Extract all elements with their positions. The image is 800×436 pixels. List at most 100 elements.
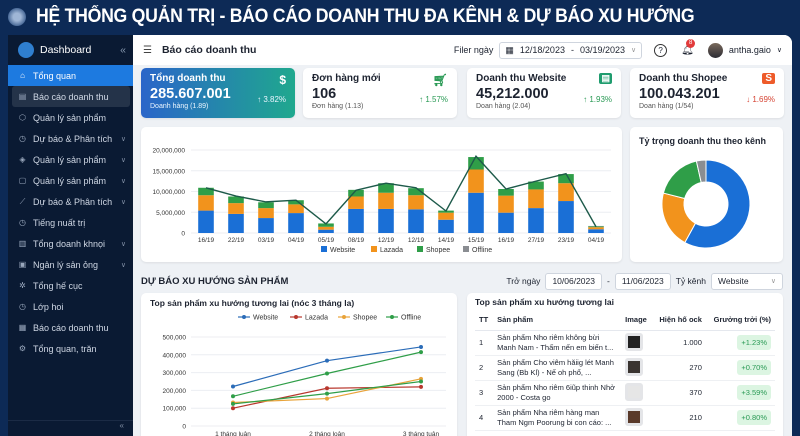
column-header[interactable]: TT: [475, 310, 494, 331]
column-header[interactable]: Image: [621, 310, 653, 331]
bar-segment-lazada: [528, 189, 544, 209]
bar-segment-lazada: [558, 183, 574, 202]
sidebar-item[interactable]: ◷ Dự báo & Phân tích ∨: [8, 128, 134, 149]
kpi-label: Tổng doanh thu: [150, 73, 226, 84]
kpi-sub: Doan hàng (2.04): [476, 103, 531, 110]
date-separator: -: [570, 45, 574, 55]
sidebar-item[interactable]: ✲ Tổng hế cục: [8, 275, 134, 296]
x-tick-label: 04/19: [588, 237, 605, 244]
legend-label: Website: [330, 247, 355, 254]
chevron-down-icon[interactable]: ∨: [776, 47, 782, 54]
product-name: Sản phẩm Nho riêm không bừi Manh Nam - T…: [493, 330, 622, 356]
column-header[interactable]: Hiện hố ock: [652, 310, 706, 331]
chevron-down-icon: ∨: [120, 135, 126, 143]
bar-segment-lazada: [258, 208, 274, 219]
sidebar-item[interactable]: ◷ Lớp hoi: [8, 296, 134, 317]
bar-segment-website: [258, 218, 274, 233]
column-header[interactable]: Sản phẩm: [493, 310, 622, 331]
top-products-table: TT Sản phẩm Image Hiện hố ock Grưởng trởi (%…: [475, 310, 775, 431]
date-range-picker[interactable]: ▦ 12/18/2023 - 03/19/2023 ∨: [499, 41, 643, 59]
bar-segment-shopee: [498, 189, 514, 196]
y-tick-label: 5,000,000: [156, 210, 185, 217]
data-point: [419, 379, 423, 384]
kpi-change: ↑ 1.93%: [583, 95, 612, 104]
chevron-down-icon: ∨: [120, 177, 126, 185]
bar-segment-website: [468, 192, 484, 233]
chevron-down-icon: ∨: [770, 278, 776, 285]
sidebar-item[interactable]: ◈ Quản lý sản phẩm ∨: [8, 149, 134, 170]
revenue-bar-chart: 0 5,000,000 10,000,000 15,000,000 20,000,000…: [152, 148, 611, 254]
x-tick-label: 04/19: [288, 237, 305, 244]
sidebar-item[interactable]: ▥ Tổng doanh khnọi ∨: [8, 233, 134, 254]
sidebar-item[interactable]: ▢ Quản lý sản phẩm ∨: [8, 170, 134, 191]
bar-segment-shopee: [198, 187, 214, 196]
kpi-sub: Đơn hàng (1.13): [312, 103, 364, 110]
bar-segment-website: [318, 229, 334, 233]
y-tick-label: 20,000,000: [152, 148, 185, 155]
to-date-input[interactable]: 11/06/2023: [614, 272, 671, 290]
channel-donut-chart: [661, 159, 751, 249]
x-tick-label: 23/19: [558, 237, 575, 244]
y-tick-label: 400,000: [163, 352, 187, 359]
forecast-title: DỰ BÁO XU HƯỚNG SẢN PHẨM: [141, 275, 289, 287]
menu-icon[interactable]: ☰: [143, 44, 152, 56]
help-icon[interactable]: ?: [654, 43, 668, 57]
bar-segment-website: [348, 208, 364, 233]
kpi-label: Đơn hàng mới: [312, 73, 381, 84]
total-line: [205, 155, 597, 228]
gear-icon: ⚙: [18, 344, 27, 353]
sidebar-item-label: Dự báo & Phân tích: [33, 196, 113, 207]
y-tick-label: 300,000: [163, 370, 187, 377]
sidebar-item-label: Tổng hế cục: [33, 280, 83, 291]
sidebar-item[interactable]: ◷ Tiếng nuất trị: [8, 212, 134, 233]
sidebar-item[interactable]: ▦ Báo cáo doanh thu: [8, 317, 134, 338]
app-banner: HỆ THỐNG QUẢN TRỊ - BÁO CÁO DOANH THU ĐA…: [0, 0, 800, 34]
legend-swatch: [321, 246, 327, 252]
sidebar-item[interactable]: ⟋ Dự báo & Phân tích ∨: [8, 191, 134, 212]
column-header[interactable]: Grưởng trởi (%): [705, 310, 775, 331]
collapse-sidebar-icon[interactable]: «: [120, 44, 126, 56]
from-date-input[interactable]: 10/06/2023: [545, 272, 602, 290]
sidebar-item[interactable]: ⌂ Tổng quan: [8, 65, 134, 86]
table-row[interactable]: 4 Sản phẩm Nha riêm hàng man Tham Ngm Po…: [475, 405, 775, 431]
sidebar-item[interactable]: ⚙ Tổng quan, trăn: [8, 338, 134, 359]
stock: 1.000: [652, 330, 706, 356]
kpi-label: Doanh thu Shopee: [639, 73, 728, 84]
bag-icon: ▢: [18, 176, 27, 185]
legend-swatch: [417, 246, 423, 252]
y-tick-label: 15,000,000: [152, 168, 185, 175]
table-row[interactable]: 2 Sản phẩm Cho viêm hăiig lét Manh Sang …: [475, 355, 775, 381]
bar-segment-website: [588, 229, 604, 233]
bar-segment-lazada: [228, 203, 244, 214]
bell-icon[interactable]: 🔔︎ 8: [681, 38, 696, 56]
channel-select[interactable]: Website ∨: [711, 272, 783, 290]
clock-icon: ◷: [19, 218, 26, 227]
growth-badge: +1.23%: [737, 335, 771, 350]
table-row[interactable]: 1 Sản phẩm Nho riêm không bừi Manh Nam -…: [475, 330, 775, 356]
sidebar: Dashboard « ⌂ Tổng quan ▤ Báo cáo doanh thu…: [8, 35, 134, 436]
x-tick-label: 27/19: [528, 237, 545, 244]
data-point: [325, 396, 329, 401]
legend-marker: [342, 315, 346, 319]
bar-segment-website: [198, 210, 214, 233]
legend-label: Offline: [401, 315, 421, 322]
legend-swatch: [463, 246, 469, 252]
sidebar-item[interactable]: ▣ Ngản lý sản ỏng ∨: [8, 254, 134, 275]
x-tick-label: 22/19: [228, 237, 245, 244]
top-bar: ☰ Báo cáo doanh thu Filer ngày ▦ 12/18/2…: [133, 35, 792, 65]
kpi-card: Đơn hàng mới 106 Đơn hàng (1.13) 🛒︎ ↑ 1.…: [303, 68, 457, 118]
sidebar-collapse-footer[interactable]: «: [8, 420, 134, 436]
stock: 210: [652, 405, 706, 431]
channel-share-card: Tỷ trọng doanh thu theo kênh: [630, 127, 783, 262]
sidebar-item[interactable]: ▤ Báo cáo doanh thu: [12, 86, 130, 107]
kpi-value: 106: [312, 86, 337, 102]
legend-swatch: [371, 246, 377, 252]
donut-slice-offline: [695, 159, 707, 184]
bar-segment-website: [528, 208, 544, 233]
sidebar-item[interactable]: ⬡ Quản lý sản phẩm: [8, 107, 134, 128]
chevron-down-icon: ∨: [120, 261, 126, 269]
bar-segment-lazada: [198, 195, 214, 211]
table-row[interactable]: 3 Sản phẩm Nho riêm 6iũp thinh Nhở 2000 …: [475, 380, 775, 406]
user-name[interactable]: antha.gaio: [728, 45, 771, 55]
avatar[interactable]: [707, 42, 723, 58]
